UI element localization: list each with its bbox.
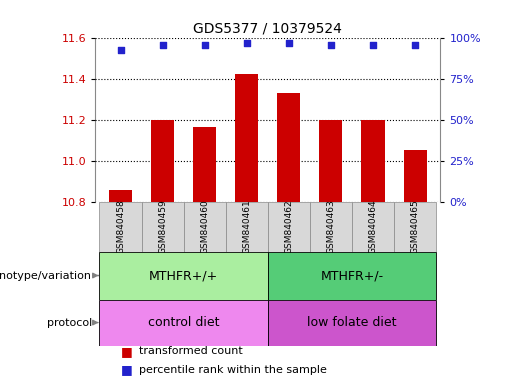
Point	[369, 42, 377, 48]
Bar	[319, 120, 342, 202]
Bar	[99, 202, 142, 252]
Bar	[362, 120, 385, 202]
Point	[411, 42, 419, 48]
Bar	[99, 252, 268, 300]
Text: percentile rank within the sample: percentile rank within the sample	[139, 365, 327, 375]
Text: low folate diet: low folate diet	[307, 316, 397, 329]
Bar	[235, 74, 259, 202]
Text: MTHFR+/-: MTHFR+/-	[320, 269, 384, 282]
Text: GSM840459: GSM840459	[158, 199, 167, 254]
Bar	[310, 202, 352, 252]
Point	[243, 40, 251, 46]
Bar	[394, 202, 436, 252]
Text: GSM840463: GSM840463	[327, 199, 335, 254]
Text: protocol: protocol	[46, 318, 92, 328]
Text: ■: ■	[121, 345, 133, 358]
Bar	[404, 150, 426, 202]
Text: GSM840460: GSM840460	[200, 199, 209, 254]
Point	[285, 40, 293, 46]
Text: GSM840465: GSM840465	[410, 199, 420, 254]
Bar	[151, 120, 174, 202]
Text: ■: ■	[121, 363, 133, 376]
Title: GDS5377 / 10379524: GDS5377 / 10379524	[193, 22, 342, 36]
Point	[159, 42, 167, 48]
Text: MTHFR+/+: MTHFR+/+	[149, 269, 218, 282]
Text: GSM840461: GSM840461	[242, 199, 251, 254]
Text: GSM840462: GSM840462	[284, 199, 294, 254]
Text: control diet: control diet	[148, 316, 219, 329]
Text: genotype/variation: genotype/variation	[0, 270, 92, 281]
Text: GSM840464: GSM840464	[369, 199, 377, 254]
Bar	[184, 202, 226, 252]
Bar	[226, 202, 268, 252]
Bar	[142, 202, 184, 252]
Bar	[99, 300, 268, 346]
Bar	[268, 252, 436, 300]
Text: GSM840458: GSM840458	[116, 199, 125, 254]
Bar	[193, 127, 216, 202]
Text: transformed count: transformed count	[139, 346, 243, 356]
Bar	[109, 190, 132, 202]
Bar	[268, 202, 310, 252]
Point	[116, 47, 125, 53]
Point	[327, 42, 335, 48]
Bar	[352, 202, 394, 252]
Point	[200, 42, 209, 48]
Bar	[268, 300, 436, 346]
Bar	[277, 93, 300, 202]
